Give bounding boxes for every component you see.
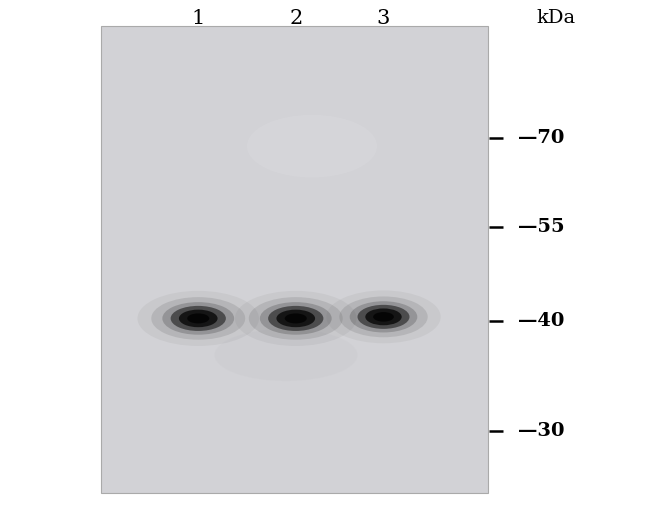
Ellipse shape bbox=[247, 115, 377, 177]
Text: 3: 3 bbox=[377, 9, 390, 28]
Text: —55: —55 bbox=[518, 218, 565, 236]
Ellipse shape bbox=[276, 310, 315, 327]
Ellipse shape bbox=[268, 306, 324, 331]
Text: —30: —30 bbox=[518, 422, 565, 440]
Ellipse shape bbox=[162, 302, 234, 335]
Ellipse shape bbox=[151, 297, 245, 340]
Ellipse shape bbox=[358, 305, 410, 329]
Text: 1: 1 bbox=[192, 9, 205, 28]
Ellipse shape bbox=[170, 306, 226, 331]
Ellipse shape bbox=[260, 302, 332, 335]
Ellipse shape bbox=[350, 301, 417, 333]
Ellipse shape bbox=[339, 296, 428, 337]
Ellipse shape bbox=[214, 329, 358, 381]
Ellipse shape bbox=[138, 291, 259, 346]
Text: kDa: kDa bbox=[536, 9, 575, 27]
Text: —70: —70 bbox=[518, 129, 564, 147]
Text: 2: 2 bbox=[289, 9, 302, 28]
Ellipse shape bbox=[373, 312, 394, 322]
Ellipse shape bbox=[179, 310, 218, 327]
Ellipse shape bbox=[249, 297, 343, 340]
Ellipse shape bbox=[187, 313, 209, 324]
Ellipse shape bbox=[285, 313, 307, 324]
Ellipse shape bbox=[235, 291, 356, 346]
Text: —40: —40 bbox=[518, 312, 564, 330]
Ellipse shape bbox=[365, 309, 402, 325]
Ellipse shape bbox=[326, 290, 441, 343]
FancyBboxPatch shape bbox=[101, 26, 488, 493]
